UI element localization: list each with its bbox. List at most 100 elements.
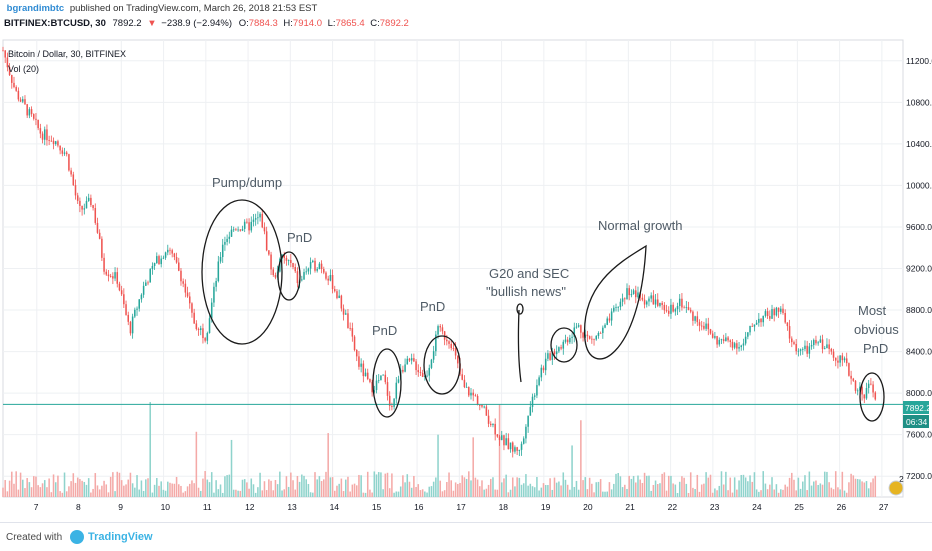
tradingview-brand[interactable]: TradingView	[88, 531, 153, 543]
volume-bar	[417, 484, 420, 497]
candle-body	[663, 304, 666, 311]
symbol-label[interactable]: BITFINEX:BTCUSD, 30	[4, 18, 106, 29]
volume-bar	[509, 489, 512, 497]
candle-body	[606, 318, 608, 325]
candle-body	[773, 309, 775, 316]
candle-body	[771, 309, 773, 319]
author-link[interactable]: bgrandimbtc	[6, 3, 65, 14]
tradingview-logo-icon[interactable]	[70, 530, 84, 544]
candle-body	[742, 343, 745, 346]
high-value: 7914.0	[292, 18, 322, 29]
candle-body	[608, 318, 611, 321]
candle-body	[874, 392, 877, 400]
annotation-most: Most	[858, 303, 887, 318]
volume-bar	[577, 489, 580, 497]
volume-bar	[674, 484, 677, 497]
volume-bar	[551, 489, 554, 497]
candle-body	[79, 200, 81, 206]
candle-body	[793, 342, 795, 344]
candle-body	[252, 219, 255, 222]
candle-body	[158, 256, 160, 265]
candle-body	[226, 238, 228, 242]
volume-bar	[663, 472, 666, 497]
candle-body	[81, 205, 83, 210]
volume-bar	[406, 474, 409, 497]
candle-body	[727, 337, 729, 341]
volume-bar	[490, 478, 492, 497]
candle-body	[145, 282, 147, 286]
price-chart[interactable]: 11200.0 10800.0 10400.0 10000.0 9600.0 9200.0…	[0, 0, 932, 522]
volume-bar	[435, 477, 437, 497]
candle-body	[180, 270, 182, 282]
volume-bar	[736, 489, 738, 497]
volume-bar	[531, 486, 534, 497]
candle-body	[358, 356, 360, 367]
candle-body	[782, 308, 784, 314]
volume-bar	[446, 482, 448, 497]
volume-bar	[287, 486, 290, 497]
candle-body	[635, 290, 637, 298]
candle-body	[687, 307, 690, 310]
candle-body	[812, 339, 815, 346]
volume-bar	[96, 485, 99, 497]
candle-body	[828, 344, 830, 349]
volume-bar	[94, 473, 97, 497]
volume-bar	[441, 491, 444, 497]
candle-body	[393, 398, 395, 407]
volume-bar	[628, 475, 630, 497]
volume-bar	[369, 489, 371, 497]
candle-body	[503, 435, 505, 446]
volume-bar	[672, 483, 674, 497]
x-tick-label: 22	[668, 502, 678, 512]
volume-bar	[54, 482, 57, 497]
x-tick-label: 9	[118, 502, 123, 512]
candle-body	[131, 316, 134, 334]
y-tick-label: 7200.0	[906, 471, 932, 481]
candle-body	[780, 308, 782, 312]
candle-body	[665, 310, 668, 312]
candle-body	[195, 323, 198, 330]
volume-bar	[538, 490, 540, 497]
volume-bar	[751, 481, 754, 497]
candle-body	[839, 355, 841, 363]
candle-body	[178, 262, 180, 271]
candle-body	[329, 275, 332, 281]
candle-body	[239, 229, 242, 231]
volume-bar	[865, 481, 868, 497]
volume-bar	[639, 479, 641, 497]
candle-body	[360, 363, 362, 367]
low-value: 7865.4	[335, 18, 365, 29]
volume-bar	[114, 491, 116, 497]
volume-bar	[193, 483, 195, 497]
volume-bar	[355, 485, 358, 497]
candle-body	[410, 358, 413, 361]
candle-body	[272, 269, 275, 276]
candle-body	[432, 351, 435, 360]
candle-body	[549, 353, 551, 360]
volume-bar	[312, 492, 314, 497]
candle-body	[250, 221, 253, 231]
candle-body	[861, 386, 863, 395]
volume-bar	[279, 471, 281, 497]
candle-body	[377, 380, 380, 382]
candle-body	[430, 359, 433, 368]
volume-bar	[667, 475, 670, 497]
candle-body	[134, 309, 136, 317]
volume-bar	[522, 483, 525, 497]
x-axis[interactable]: 7 8 9 10 11 12 13 14 15 16 17 18 19 20 21 22 23 24 25 26 27	[34, 502, 889, 512]
candle-body	[738, 347, 740, 349]
candle-body	[303, 272, 305, 280]
volume-bar	[210, 472, 213, 497]
volume-bar	[360, 475, 362, 497]
volume-bar	[432, 481, 435, 497]
volume-bar	[602, 491, 604, 497]
volume-bar	[325, 471, 327, 497]
candle-body	[307, 268, 310, 272]
y-axis[interactable]: 11200.0 10800.0 10400.0 10000.0 9600.0 9200.0…	[906, 56, 932, 481]
candle-body	[136, 308, 138, 310]
volume-bar	[777, 492, 780, 497]
volume-bar	[459, 482, 461, 497]
candle-body	[167, 249, 169, 253]
volume-bar	[828, 482, 830, 497]
volume-bar	[37, 485, 39, 497]
